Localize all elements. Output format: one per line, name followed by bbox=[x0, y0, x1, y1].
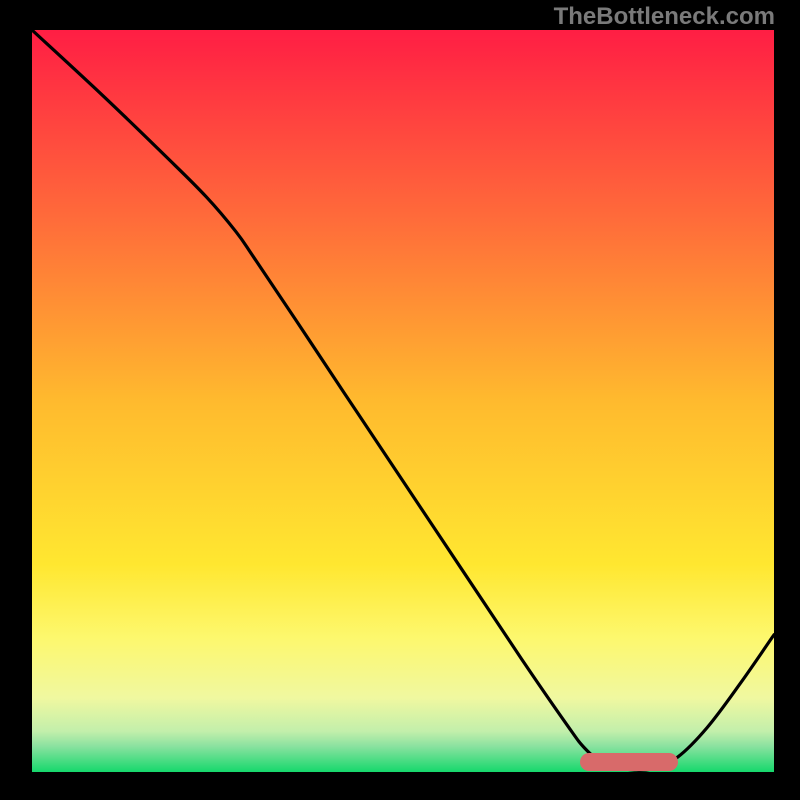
bottleneck-curve bbox=[32, 30, 774, 770]
curve-layer bbox=[32, 30, 774, 772]
plot-area bbox=[32, 30, 774, 772]
optimal-range-marker bbox=[580, 753, 678, 771]
chart-frame: TheBottleneck.com bbox=[0, 0, 800, 800]
watermark-text: TheBottleneck.com bbox=[554, 3, 775, 31]
